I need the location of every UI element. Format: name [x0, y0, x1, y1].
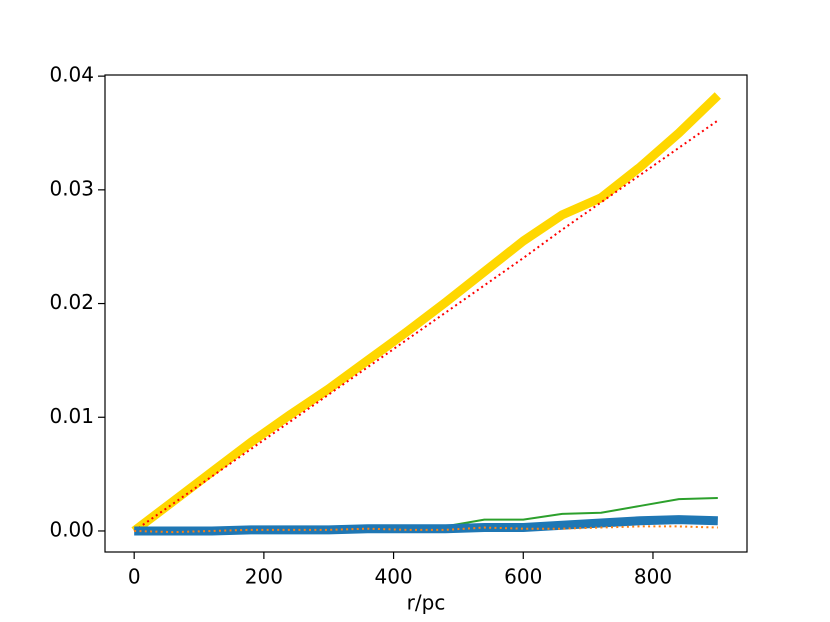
- y-tick-label: 0.03: [49, 176, 94, 200]
- y-tick-label: 0.04: [49, 63, 94, 87]
- series-line: [131, 92, 721, 535]
- x-axis-label: r/pc: [407, 591, 446, 615]
- x-tick-label: 0: [128, 565, 141, 589]
- x-tick-label: 200: [245, 565, 283, 589]
- x-tick-label: 400: [374, 565, 412, 589]
- x-tick-label: 800: [634, 565, 672, 589]
- x-tick-label: 600: [504, 565, 542, 589]
- y-tick-label: 0.01: [49, 404, 94, 428]
- series-line: [134, 525, 718, 534]
- y-tick-label: 0.00: [49, 517, 94, 541]
- series-line: [133, 119, 719, 532]
- plot-frame: [104, 74, 748, 553]
- y-tick-label: 0.02: [49, 290, 94, 314]
